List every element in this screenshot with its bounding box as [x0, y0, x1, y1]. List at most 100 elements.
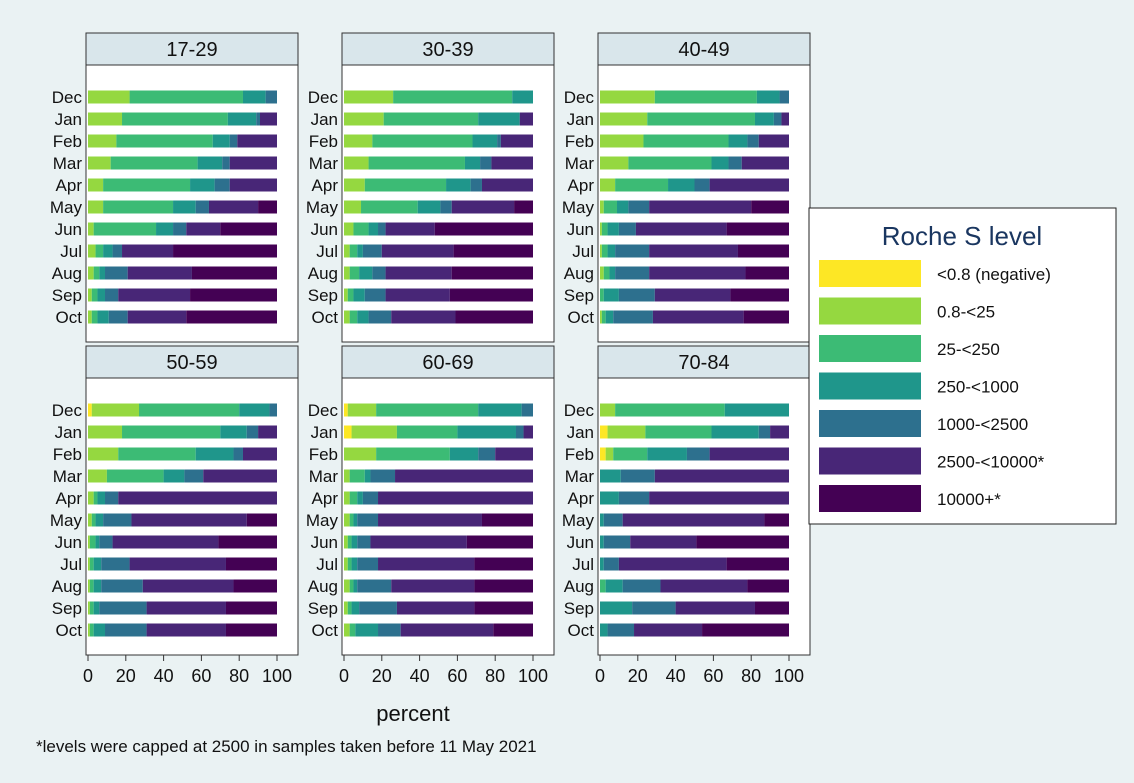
- legend-label: 0.8-<25: [937, 303, 995, 322]
- panel-header: [341, 32, 555, 66]
- bar-segment: [361, 200, 418, 214]
- bar-segment: [93, 222, 157, 236]
- bar-segment: [344, 491, 350, 505]
- bar-segment: [370, 535, 467, 549]
- bar-segment: [91, 310, 98, 324]
- bar-segment: [265, 90, 277, 104]
- bar-segment: [600, 112, 648, 126]
- x-tick-label: 40: [410, 666, 430, 686]
- bar-segment: [173, 200, 196, 214]
- bar-segment: [694, 178, 710, 192]
- bar-segment: [353, 288, 365, 302]
- bar-segment: [351, 601, 360, 615]
- bar-segment: [229, 134, 238, 148]
- bar-segment: [97, 310, 109, 324]
- bar-segment: [400, 623, 494, 637]
- bar-segment: [455, 310, 533, 324]
- bar-segment: [668, 178, 695, 192]
- bar-segment: [376, 447, 450, 461]
- bar-segment: [607, 623, 635, 637]
- bar-segment: [474, 557, 533, 571]
- category-label: Jul: [60, 555, 82, 574]
- bar-segment: [344, 112, 384, 126]
- bar-segment: [246, 425, 259, 439]
- category-label: Mar: [565, 467, 595, 486]
- bar-segment: [385, 222, 435, 236]
- bar-segment: [364, 178, 447, 192]
- bar-segment: [357, 535, 371, 549]
- bar-segment: [600, 90, 655, 104]
- bar-segment: [101, 579, 143, 593]
- bar-segment: [600, 535, 604, 549]
- bar-segment: [628, 200, 650, 214]
- bar-segment: [696, 535, 789, 549]
- bar-segment: [393, 90, 513, 104]
- bar-segment: [618, 288, 655, 302]
- bar-segment: [457, 425, 516, 439]
- bar-segment: [347, 403, 377, 417]
- x-tick-label: 60: [447, 666, 467, 686]
- bar-segment: [237, 134, 277, 148]
- bar-segment: [227, 112, 257, 126]
- bar-segment: [146, 601, 226, 615]
- x-tick-label: 60: [191, 666, 211, 686]
- bar-segment: [622, 579, 661, 593]
- bar-segment: [88, 112, 123, 126]
- bar-segment: [344, 266, 350, 280]
- x-tick-label: 20: [372, 666, 392, 686]
- bar-segment: [378, 623, 401, 637]
- category-label: Dec: [52, 88, 83, 107]
- bar-segment: [395, 469, 533, 483]
- panel-60-69: 60-69 Dec Jan Feb Mar Apr May Jun Jul Aug Sep Oct 0 2…: [306, 345, 555, 686]
- bar-segment: [344, 535, 348, 549]
- bar-segment: [600, 178, 616, 192]
- bar-segment: [203, 469, 277, 483]
- bar-segment: [91, 513, 96, 527]
- bar-segment: [600, 425, 608, 439]
- bar-segment: [613, 310, 653, 324]
- category-label: Jul: [572, 555, 594, 574]
- bar-segment: [478, 403, 522, 417]
- bar-segment: [108, 310, 128, 324]
- category-label: May: [562, 198, 595, 217]
- bar-segment: [258, 200, 277, 214]
- bar-segment: [344, 90, 394, 104]
- bar-segment: [617, 200, 629, 214]
- bar-segment: [349, 491, 358, 505]
- bar-segment: [773, 112, 782, 126]
- category-label: Dec: [52, 401, 83, 420]
- category-label: Sep: [308, 599, 338, 618]
- bar-segment: [495, 447, 533, 461]
- bar-segment: [618, 491, 650, 505]
- bar-segment: [711, 425, 759, 439]
- bar-segment: [349, 579, 354, 593]
- panel-30-39: 30-39 Dec Jan Feb Mar Apr May Jun Jul Aug Sep Oct: [306, 32, 555, 343]
- x-tick-label: 100: [518, 666, 548, 686]
- bar-segment: [88, 601, 90, 615]
- bar-segment: [758, 425, 771, 439]
- bar-segment: [88, 266, 94, 280]
- bar-segment: [607, 425, 646, 439]
- bar-segment: [605, 579, 623, 593]
- x-tick-label: 0: [339, 666, 349, 686]
- bar-segment: [478, 447, 496, 461]
- bar-segment: [709, 447, 789, 461]
- bar-segment: [357, 557, 379, 571]
- category-label: Jun: [55, 220, 82, 239]
- bar-segment: [615, 244, 650, 258]
- bar-segment: [191, 266, 277, 280]
- bar-segment: [347, 601, 352, 615]
- bar-segment: [93, 557, 102, 571]
- category-label: Apr: [56, 176, 83, 195]
- bar-segment: [470, 178, 482, 192]
- category-label: Jan: [311, 423, 338, 442]
- bar-segment: [88, 425, 123, 439]
- bar-segment: [129, 90, 243, 104]
- bar-segment: [110, 156, 198, 170]
- bar-segment: [618, 557, 727, 571]
- bar-segment: [344, 134, 373, 148]
- category-label: Feb: [53, 445, 82, 464]
- bar-segment: [378, 513, 482, 527]
- category-label: Mar: [53, 154, 83, 173]
- category-label: Jan: [567, 110, 594, 129]
